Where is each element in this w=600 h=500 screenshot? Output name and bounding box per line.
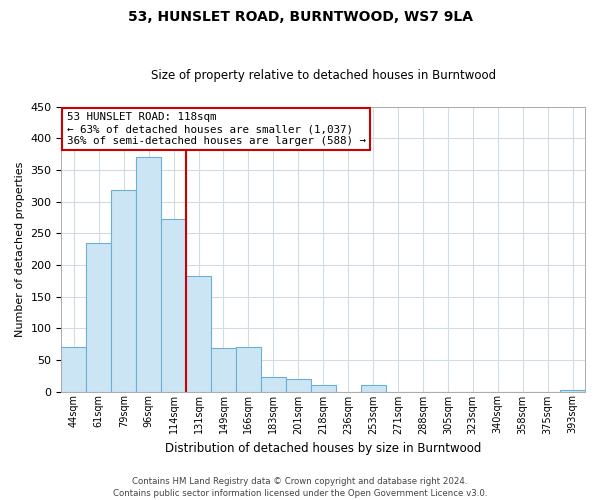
Bar [361, 384, 386, 392]
Text: 53 HUNSLET ROAD: 118sqm
← 63% of detached houses are smaller (1,037)
36% of semi: 53 HUNSLET ROAD: 118sqm ← 63% of detache… [67, 112, 365, 146]
Text: Contains HM Land Registry data © Crown copyright and database right 2024.
Contai: Contains HM Land Registry data © Crown c… [113, 476, 487, 498]
Bar [61, 347, 86, 392]
Bar [161, 220, 186, 392]
Bar [286, 379, 311, 392]
Bar [311, 385, 335, 392]
Bar [111, 190, 136, 392]
Bar [211, 348, 236, 392]
Bar [136, 158, 161, 392]
Bar [186, 276, 211, 392]
X-axis label: Distribution of detached houses by size in Burntwood: Distribution of detached houses by size … [165, 442, 481, 455]
Text: 53, HUNSLET ROAD, BURNTWOOD, WS7 9LA: 53, HUNSLET ROAD, BURNTWOOD, WS7 9LA [128, 10, 473, 24]
Bar [86, 243, 111, 392]
Bar [236, 347, 261, 392]
Bar [261, 377, 286, 392]
Y-axis label: Number of detached properties: Number of detached properties [15, 162, 25, 337]
Bar [560, 390, 585, 392]
Title: Size of property relative to detached houses in Burntwood: Size of property relative to detached ho… [151, 69, 496, 82]
